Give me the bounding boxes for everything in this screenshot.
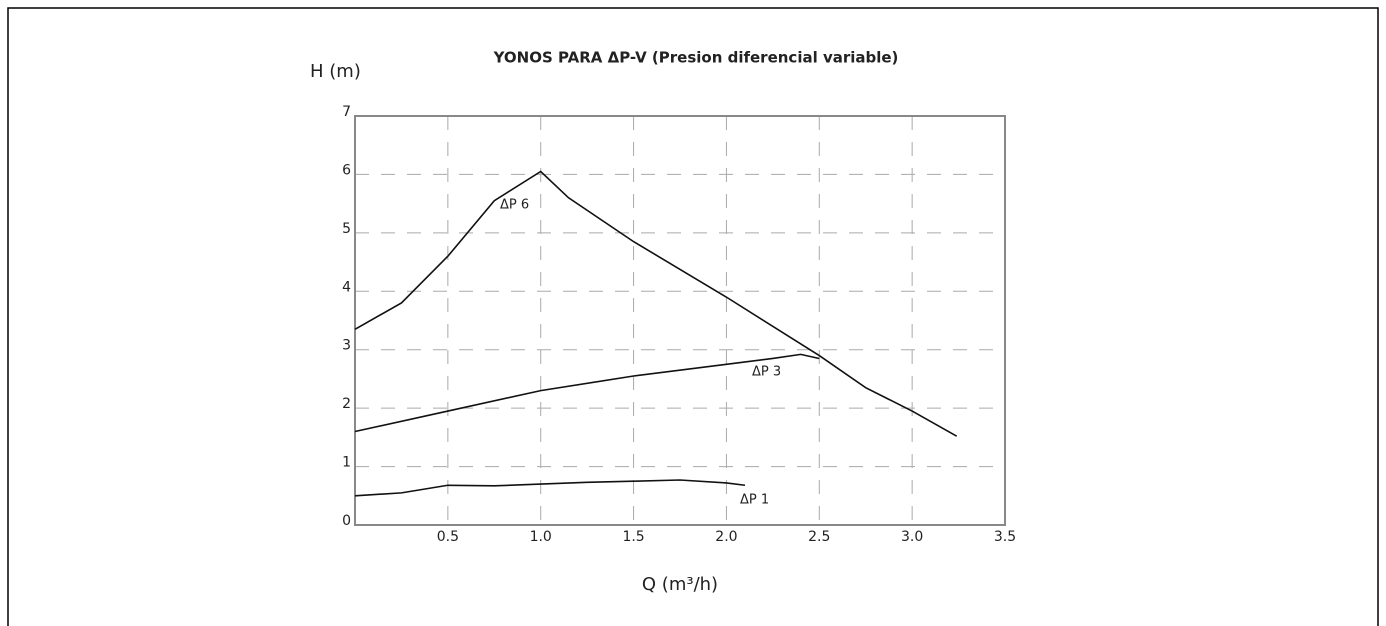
- y-tick-label: 4: [342, 279, 351, 295]
- series-line: [354, 479, 746, 497]
- frame: [7, 7, 1379, 626]
- x-tick-label: 2.5: [808, 529, 830, 545]
- x-tick-label: 3.5: [994, 529, 1016, 545]
- y-tick-label: 1: [342, 455, 351, 471]
- x-axis-label: Q (m³/h): [642, 574, 718, 595]
- y-tick-label: 7: [342, 104, 351, 120]
- plot-area: [354, 115, 1006, 526]
- x-tick-label: 0.5: [437, 529, 459, 545]
- y-tick-label: 0: [342, 513, 351, 529]
- x-tick-label: 3.0: [901, 529, 923, 545]
- series-line: [354, 353, 820, 433]
- series-label: ΔP 6: [500, 198, 529, 213]
- series-label: ΔP 3: [752, 365, 781, 380]
- y-tick-label: 6: [342, 162, 351, 178]
- y-tick-label: 2: [342, 396, 351, 412]
- x-tick-label: 1.5: [622, 529, 644, 545]
- x-tick-label: 1.0: [530, 529, 552, 545]
- x-tick-label: 2.0: [715, 529, 737, 545]
- chart-title: YONOS PARA ΔP-V (Presion diferencial var…: [493, 49, 899, 67]
- y-axis-label: H (m): [310, 61, 361, 82]
- series-line: [354, 170, 958, 437]
- y-tick-label: 3: [342, 338, 351, 354]
- series-label: ΔP 1: [740, 493, 769, 508]
- y-tick-label: 5: [342, 221, 351, 237]
